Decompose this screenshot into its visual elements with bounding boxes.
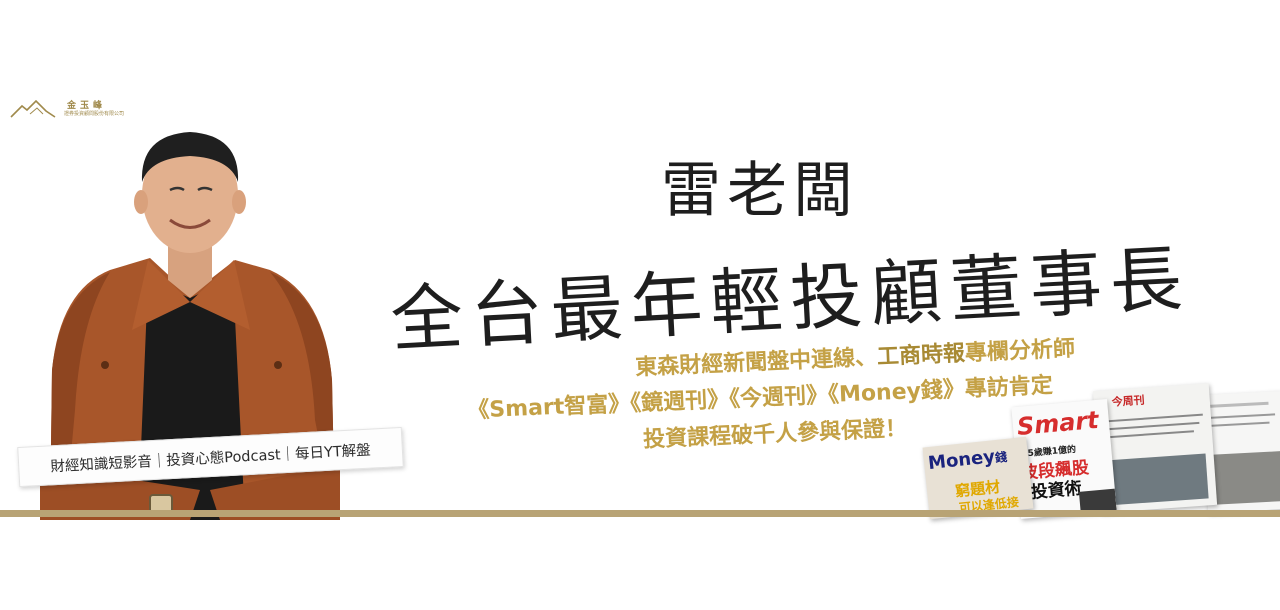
gold-base-line [0, 510, 1280, 517]
subheadline-line1-part1: 東森財經新聞盤中連線、 [634, 345, 878, 381]
caption-text: 財經知識短影音｜投資心態Podcast｜每日YT解盤 [50, 442, 372, 475]
jinzhou-brand: 今周刊 [1111, 393, 1146, 409]
company-logo[interactable]: 金玉峰 證券投資顧問股份有限公司 [10, 98, 140, 122]
smart-brand: Smart [1015, 405, 1100, 441]
logo-name: 金玉峰 [67, 101, 107, 111]
subheadline-line1-part3: 專欄分析師 [964, 336, 1076, 367]
subheadline-line1-highlight: 工商時報 [876, 341, 966, 371]
mountain-logo-icon [10, 100, 56, 118]
money-brand-suffix: 錢 [994, 449, 1008, 466]
headline-name: 雷老闆 [661, 156, 859, 226]
money-magazine-cover: Money錢 窮題材 可以逢低接 [922, 436, 1034, 520]
money-brand: Money錢 [927, 445, 1008, 474]
money-brand-text: Money [927, 446, 997, 475]
smart-headline2: 投資術 [1029, 478, 1083, 503]
logo-subtitle: 證券投資顧問股份有限公司 [64, 111, 125, 117]
